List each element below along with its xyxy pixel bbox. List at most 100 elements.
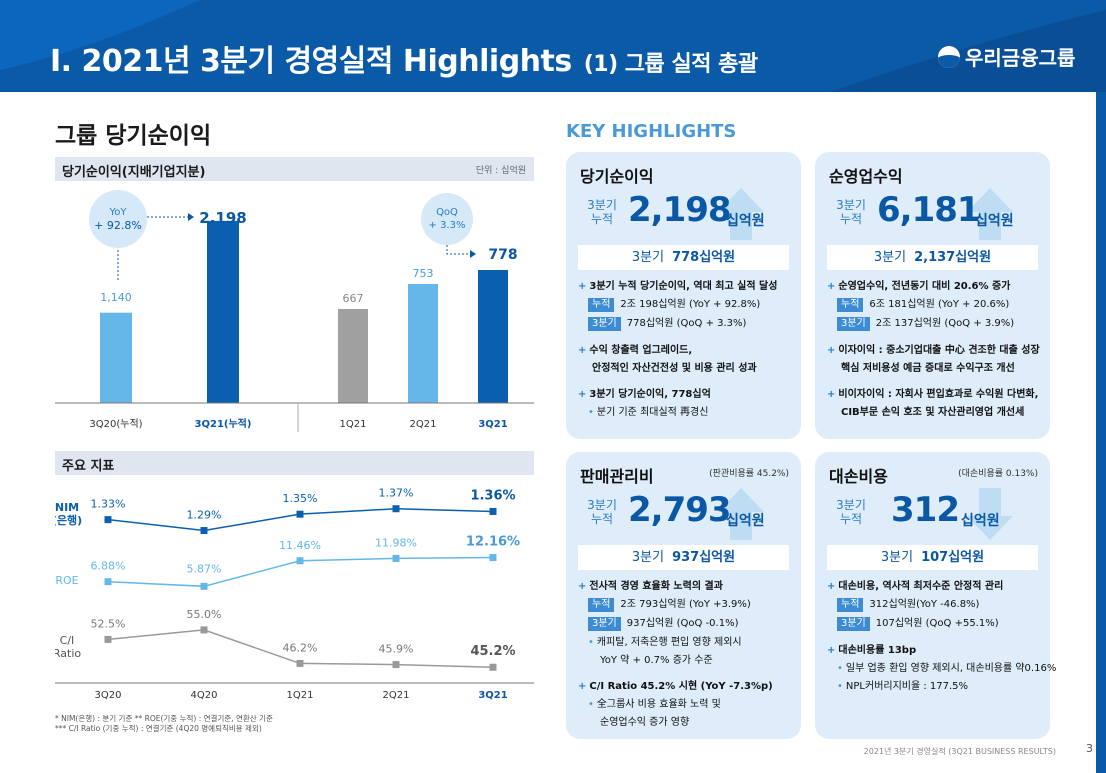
cumulative-value: 2,198 (628, 190, 732, 230)
card-line: + 대손비용률 13bp (827, 645, 917, 656)
series-point (104, 516, 112, 524)
bar-category-label: 1Q21 (340, 419, 367, 430)
qoq-arrowhead (470, 250, 476, 258)
key-indicator-line-chart: 1.33% 1.29% 1.35% 1.37% 1.36% NIM(은행) 6.88% 5.8… (55, 487, 534, 701)
bar-1Q21 (338, 309, 368, 403)
card-line: • NPL커버리지비율 : 177.5% (837, 681, 969, 692)
qoq-bubble-label: QoQ (436, 207, 458, 218)
bar-category-label: 3Q20(누적) (89, 418, 142, 430)
card-line: + 전사적 경영 효율화 노력의 결과 (578, 581, 723, 592)
highlight-card: 판매관리비 (판관비용률 45.2%) 3분기 누적 2,793 십억원 3분기 937십억원… (566, 452, 801, 739)
point-label: 1.37% (379, 487, 414, 500)
series-name: ROE (55, 574, 78, 587)
cumulative-value: 2,793 (628, 490, 732, 530)
right-edge-bar (1096, 92, 1106, 773)
quarter-box: 3분기 2,137십억원 (827, 245, 1038, 270)
cumulative-bars: 1,140 3Q20(누적) 2,198 3Q21(누적) (89, 209, 251, 430)
footnote-2: *** C/I Ratio (기중 누적) : 연결기준 (4Q20 명예퇴직비… (55, 724, 262, 733)
net-income-bar-chart: 1,140 3Q20(누적) 2,198 3Q21(누적) 667 1Q21 753 2Q2… (55, 190, 534, 432)
arrow-up-icon (967, 188, 1013, 240)
point-label: 45.2% (470, 644, 515, 659)
tag-badge: 누적 (588, 298, 615, 312)
series-point (392, 661, 400, 669)
category-label: 1Q21 (287, 690, 314, 701)
series-point (392, 505, 400, 513)
tag-badge: 3분기 (588, 317, 621, 331)
yoy-bubble-label: YoY (108, 207, 127, 218)
series-point (200, 527, 208, 535)
tag-badge: 누적 (837, 598, 864, 612)
point-label: 12.16% (466, 535, 520, 550)
point-label: 1.29% (187, 509, 222, 522)
card-line: + 순영업수익, 전년동기 대비 20.6% 증가 (827, 281, 1011, 292)
card-line: + 비이자이익 : 자회사 편입효과로 수익원 다변화, (827, 389, 1039, 400)
card-line: 누적 312십억원(YoY -46.8%) (827, 598, 979, 612)
category-label: 2Q21 (383, 690, 410, 701)
point-label: 1.35% (283, 492, 318, 505)
header-wave-decoration (0, 0, 1106, 92)
page-number: 3 (1086, 742, 1093, 755)
card-line: 순영업수익 증가 영향 (600, 717, 690, 728)
cumulative-label: 3분기 누적 (587, 198, 617, 226)
series-name: C/I (60, 634, 75, 647)
tag-badge: 누적 (837, 298, 864, 312)
bar-0 (100, 312, 132, 403)
series-name: Ratio (55, 647, 81, 660)
card-line: + 이자이익 : 중소기업대출 中心 견조한 대출 성장 (827, 345, 1040, 356)
tag-badge: 3분기 (837, 317, 870, 331)
card-line: • 全그룹사 비용 효율화 노력 및 (588, 699, 721, 710)
tag-badge: 누적 (588, 598, 615, 612)
quarter-box: 3분기 778십억원 (578, 245, 789, 270)
qoq-bubble-value: + 3.3% (429, 220, 466, 231)
cumulative-unit: 십억원 (726, 513, 765, 529)
cumulative-label: 3분기 누적 (836, 198, 866, 226)
series-point (200, 626, 208, 634)
bar-category-label: 3Q21 (478, 419, 507, 430)
point-label: 11.46% (279, 539, 321, 552)
yoy-bubble (89, 190, 147, 248)
tag-badge: 3분기 (588, 617, 621, 631)
series-point (104, 578, 112, 586)
series-name: (은행) (55, 513, 82, 527)
bar-value-label: 753 (413, 267, 434, 280)
card-line: 누적 2조 793십억원 (YoY +3.9%) (578, 598, 751, 612)
arrow-up-icon (718, 488, 764, 540)
card-title: 대손비용 (829, 467, 888, 486)
point-label: 5.87% (187, 562, 222, 575)
card-line: 핵심 저비용성 예금 증대로 수익구조 개선 (841, 363, 1015, 374)
footnote-1: * NIM(은행) : 분기 기준 ** ROE(기중 누적) : 연결기준, … (55, 714, 273, 723)
point-label: 1.33% (91, 498, 126, 511)
yoy-bubble-value: + 92.8% (94, 219, 142, 232)
point-label: 45.9% (379, 643, 414, 656)
card-line: +3분기 누적 당기순이익, 역대 최고 실적 달성 (578, 281, 778, 292)
point-label: 46.2% (283, 641, 318, 654)
series-point (296, 557, 304, 565)
footer-text: 2021년 3분기 경영실적 (3Q21 BUSINESS RESULTS) (863, 747, 1056, 756)
bar-1 (207, 220, 239, 403)
bar-2Q21 (408, 284, 438, 403)
series-point (104, 635, 112, 643)
card-line: 3분기 2조 137십억원 (QoQ + 3.9%) (827, 317, 1014, 331)
card-line: +3분기 당기순이익, 778십억 (578, 389, 711, 400)
point-label: 1.36% (470, 488, 515, 503)
card-line: • 분기 기준 최대실적 再경신 (588, 407, 709, 418)
series-point (489, 554, 497, 562)
woori-logo: 우리금융그룹 (938, 42, 1075, 71)
bar-category-label: 3Q21(누적) (195, 417, 252, 430)
card-title: 당기순이익 (580, 167, 654, 186)
category-label: 4Q20 (191, 690, 218, 701)
bar-value-label: 2,198 (199, 209, 246, 227)
bar-category-label: 2Q21 (410, 419, 437, 430)
cumulative-unit: 십억원 (961, 513, 1000, 529)
card-title: 판매관리비 (580, 467, 654, 486)
quarter-box: 3분기 937십억원 (578, 545, 789, 570)
series-point (296, 510, 304, 518)
key-highlights-title: KEY HIGHLIGHTS (566, 121, 737, 142)
series-point (296, 659, 304, 667)
indicator-lines: 1.33% 1.29% 1.35% 1.37% 1.36% NIM(은행) 6.88% 5.8… (55, 487, 520, 701)
card-line: • 일부 업종 환입 영향 제외시, 대손비용률 약0.16% (837, 663, 1057, 674)
card-line: 누적 2조 198십억원 (YoY + 92.8%) (578, 298, 760, 312)
indicator-header: 주요 지표 (55, 451, 534, 475)
series-point (200, 582, 208, 590)
logo-icon (938, 45, 960, 68)
